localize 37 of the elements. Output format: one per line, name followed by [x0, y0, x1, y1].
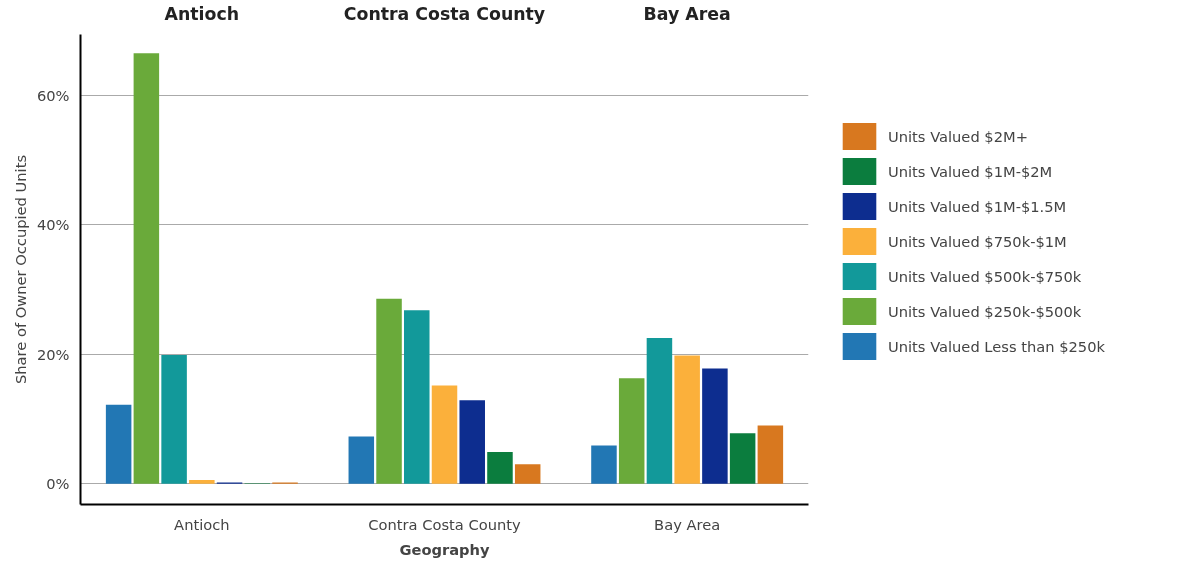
legend-label: Units Valued $500k-$750k — [888, 267, 1082, 285]
legend-label: Units Valued $250k-$500k — [888, 302, 1082, 320]
bar — [729, 433, 756, 484]
bar — [133, 53, 160, 484]
text: Contra Costa County — [368, 515, 521, 533]
legend-label: Units Valued $2M+ — [888, 127, 1028, 145]
bar — [514, 464, 541, 484]
x-tick-label: Contra Costa County — [343, 3, 546, 24]
legend-label: Units Valued $1M-$1.5M — [888, 197, 1067, 215]
y-tick-label: 20% — [36, 345, 70, 363]
y-tick-label: 40% — [36, 216, 70, 234]
text: Antioch — [174, 515, 230, 533]
bar — [161, 354, 187, 484]
y-tick-label: 60% — [36, 86, 70, 104]
bar — [487, 452, 513, 484]
bar — [591, 445, 617, 484]
legend-label: Units Valued $1M-$2M — [888, 162, 1053, 180]
legend-label: Units Valued Less than $250k — [888, 337, 1105, 355]
y-axis-title: Share of Owner Occupied Units — [11, 154, 29, 385]
bar — [376, 298, 402, 484]
bar — [348, 436, 375, 484]
bar — [189, 479, 215, 484]
bar — [757, 425, 784, 484]
x-tick-label: Bay Area — [643, 3, 731, 24]
bar — [431, 385, 458, 484]
bar — [646, 338, 673, 484]
legend-label: Units Valued $750k-$1M — [888, 232, 1067, 250]
x-axis-title: Geography — [399, 540, 491, 558]
x-tick-label: Antioch — [164, 3, 240, 24]
y-tick-label: 0% — [46, 475, 70, 493]
bar — [674, 355, 700, 484]
bar — [105, 404, 132, 484]
bar — [404, 310, 430, 484]
text: Bay Area — [654, 515, 721, 533]
bar — [618, 378, 645, 484]
bar — [459, 400, 485, 484]
bar — [702, 368, 728, 484]
